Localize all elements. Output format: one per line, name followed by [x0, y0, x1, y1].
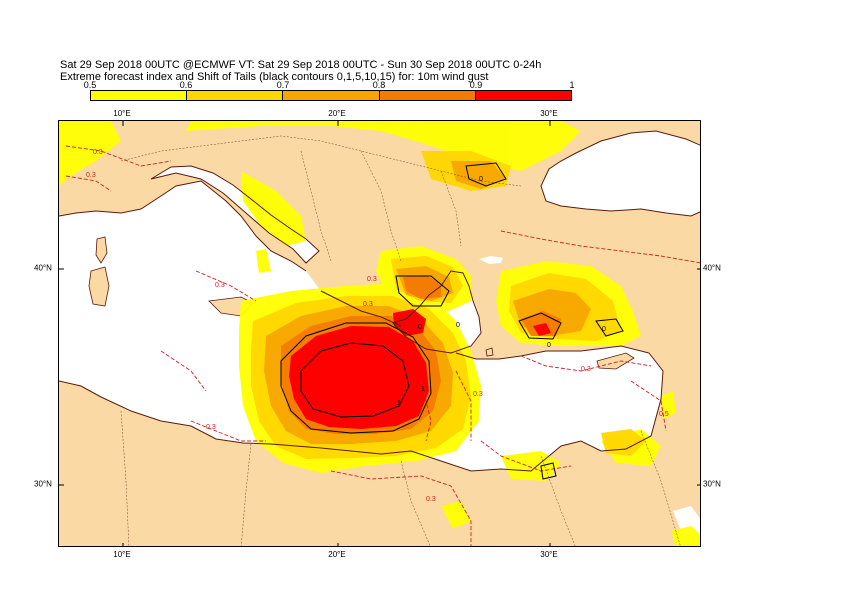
contour-label: 0	[479, 176, 483, 183]
map-panel: 0.3 0.3 0.3 0.3 0.3 0.3 0.3 0.5 0.3 0.3 …	[58, 120, 701, 547]
contour-label: 0	[418, 324, 422, 331]
colorbar-tick: 0.8	[372, 80, 386, 90]
contour-label: 0.3	[363, 301, 373, 308]
tyrrhenian-sea	[106, 206, 239, 331]
efi-dashed-contours	[65, 145, 700, 546]
contour-label: 0	[602, 326, 606, 333]
lat-label-right: 40°N	[703, 263, 721, 273]
contour-label: 0.3	[581, 366, 591, 373]
chart-title-line-2: Extreme forecast index and Shift of Tail…	[60, 71, 489, 83]
lat-label-left: 30°N	[34, 479, 52, 489]
colorbar-bin	[474, 91, 572, 100]
contour-label: 0.3	[367, 276, 377, 283]
colorbar-tick: 0.5	[83, 80, 97, 90]
lon-label-top: 30°E	[540, 109, 558, 118]
colorbar-tick: 0.9	[469, 80, 483, 90]
black-contour-labels: 0 0 0 0 0 1 1	[397, 176, 606, 407]
lon-label-bottom: 20°E	[328, 550, 346, 559]
corsica	[95, 236, 108, 264]
lon-label-bottom: 30°E	[540, 550, 558, 559]
contour-label: 0.3	[93, 149, 103, 156]
contour-label: 1	[397, 400, 401, 407]
black-sea	[541, 131, 700, 216]
contour-label: 0	[456, 322, 460, 329]
colorbar-tick: 1	[569, 80, 575, 90]
map-canvas: 0.3 0.3 0.3 0.3 0.3 0.3 0.3 0.5 0.3 0.3 …	[59, 121, 700, 546]
lon-label-top: 10°E	[113, 109, 131, 118]
contour-label: 0.3	[426, 496, 436, 503]
sardinia	[88, 266, 110, 307]
lat-label-left: 40°N	[34, 263, 52, 273]
lon-label-bottom: 10°E	[113, 550, 131, 559]
colorbar	[90, 90, 572, 101]
contour-label: 0.3	[215, 282, 225, 289]
country-borders	[120, 135, 681, 546]
colorbar-bin	[186, 91, 283, 100]
colorbar-tick: 0.6	[179, 80, 193, 90]
colorbar-bin	[91, 91, 187, 100]
rhodes	[485, 347, 494, 357]
chart-title-line-1: Sat 29 Sep 2018 00UTC @ECMWF VT: Sat 29 …	[60, 59, 542, 71]
marmara-sea	[479, 256, 503, 264]
contour-label: 0.3	[473, 391, 483, 398]
contour-label: 0	[547, 342, 551, 349]
adriatic-sea	[151, 166, 319, 263]
contour-label: 1	[421, 386, 425, 393]
lat-label-right: 30°N	[703, 479, 721, 489]
contour-label: 0.5	[659, 411, 669, 418]
colorbar-bin	[378, 91, 475, 100]
dashed-contour-labels: 0.3 0.3 0.3 0.3 0.3 0.3 0.3 0.5 0.3 0.3	[86, 149, 669, 503]
colorbar-tick: 0.7	[276, 80, 290, 90]
efi-red-areas	[289, 309, 551, 429]
colorbar-bin	[282, 91, 379, 100]
contour-label: 0.3	[206, 424, 216, 431]
lon-label-top: 20°E	[328, 109, 346, 118]
coastlines	[59, 130, 700, 472]
graticule-ticks	[59, 121, 700, 546]
contour-label: 0.3	[86, 172, 96, 179]
sot-black-contours	[280, 162, 624, 480]
